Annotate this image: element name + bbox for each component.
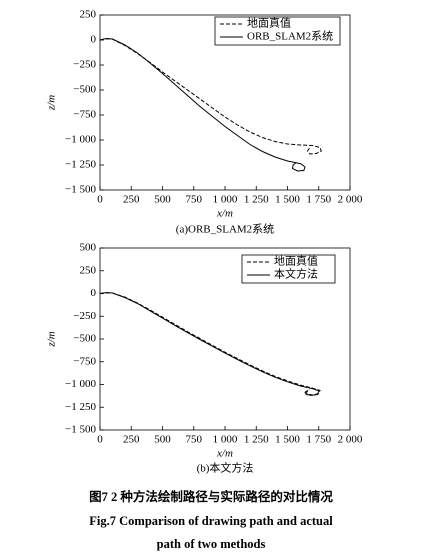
y-tick-label: −500 — [73, 333, 96, 345]
subtitle: (b)本文方法 — [197, 461, 254, 475]
y-tick-label: −1 500 — [65, 424, 96, 436]
legend-label: 地面真值 — [247, 16, 291, 30]
y-tick-label: −250 — [73, 59, 96, 71]
x-tick-label: 750 — [186, 434, 203, 446]
x-tick-label: 500 — [154, 434, 171, 446]
caption-zh: 图7 2 种方法绘制路径与实际路径的对比情况 — [89, 489, 333, 504]
y-tick-label: 250 — [80, 9, 97, 21]
legend-label: ORB_SLAM2系统 — [247, 30, 333, 43]
series-line — [99, 38, 322, 155]
subtitle: (a)ORB_SLAM2系统 — [176, 223, 274, 236]
y-tick-label: −500 — [73, 84, 96, 96]
x-tick-label: 2 000 — [338, 194, 363, 206]
x-tick-label: 1 250 — [244, 434, 269, 446]
y-tick-label: 0 — [91, 34, 97, 46]
x-axis-label: x/m — [216, 208, 233, 220]
y-tick-label: −1 250 — [65, 159, 96, 171]
y-tick-label: −750 — [73, 355, 96, 367]
y-tick-label: −1 500 — [65, 184, 96, 196]
x-tick-label: 250 — [123, 194, 140, 206]
y-tick-label: 500 — [80, 242, 97, 254]
x-tick-label: 1 000 — [213, 434, 238, 446]
x-tick-label: 1 250 — [244, 194, 269, 206]
y-tick-label: −1 000 — [65, 378, 96, 390]
y-axis-label: z/m — [46, 95, 58, 111]
x-tick-label: 2 000 — [338, 434, 363, 446]
y-axis-label: z/m — [46, 331, 58, 347]
caption-en: path of two methods — [157, 537, 266, 551]
y-tick-label: −1 000 — [65, 134, 96, 146]
legend-box — [241, 254, 336, 284]
caption-en: Fig.7 Comparison of drawing path and act… — [89, 514, 333, 528]
series-line — [99, 292, 321, 396]
x-tick-label: 1 500 — [275, 434, 300, 446]
x-tick-label: 0 — [97, 434, 103, 446]
legend-box — [214, 16, 341, 46]
series-line — [99, 37, 306, 172]
legend-label: 本文方法 — [274, 267, 318, 281]
x-tick-label: 250 — [123, 434, 140, 446]
x-tick-label: 1 000 — [213, 194, 238, 206]
y-tick-label: 250 — [80, 264, 97, 276]
x-tick-label: 0 — [97, 194, 103, 206]
y-tick-label: −750 — [73, 109, 96, 121]
y-tick-label: −1 250 — [65, 401, 96, 413]
x-tick-label: 750 — [186, 194, 203, 206]
y-tick-label: −250 — [73, 310, 96, 322]
legend-label: 地面真值 — [274, 254, 318, 268]
x-tick-label: 1 750 — [306, 194, 331, 206]
series-line — [99, 292, 320, 396]
x-tick-label: 1 750 — [306, 434, 331, 446]
x-tick-label: 500 — [154, 194, 171, 206]
y-tick-label: 0 — [91, 287, 97, 299]
x-tick-label: 1 500 — [275, 194, 300, 206]
x-axis-label: x/m — [216, 448, 233, 460]
